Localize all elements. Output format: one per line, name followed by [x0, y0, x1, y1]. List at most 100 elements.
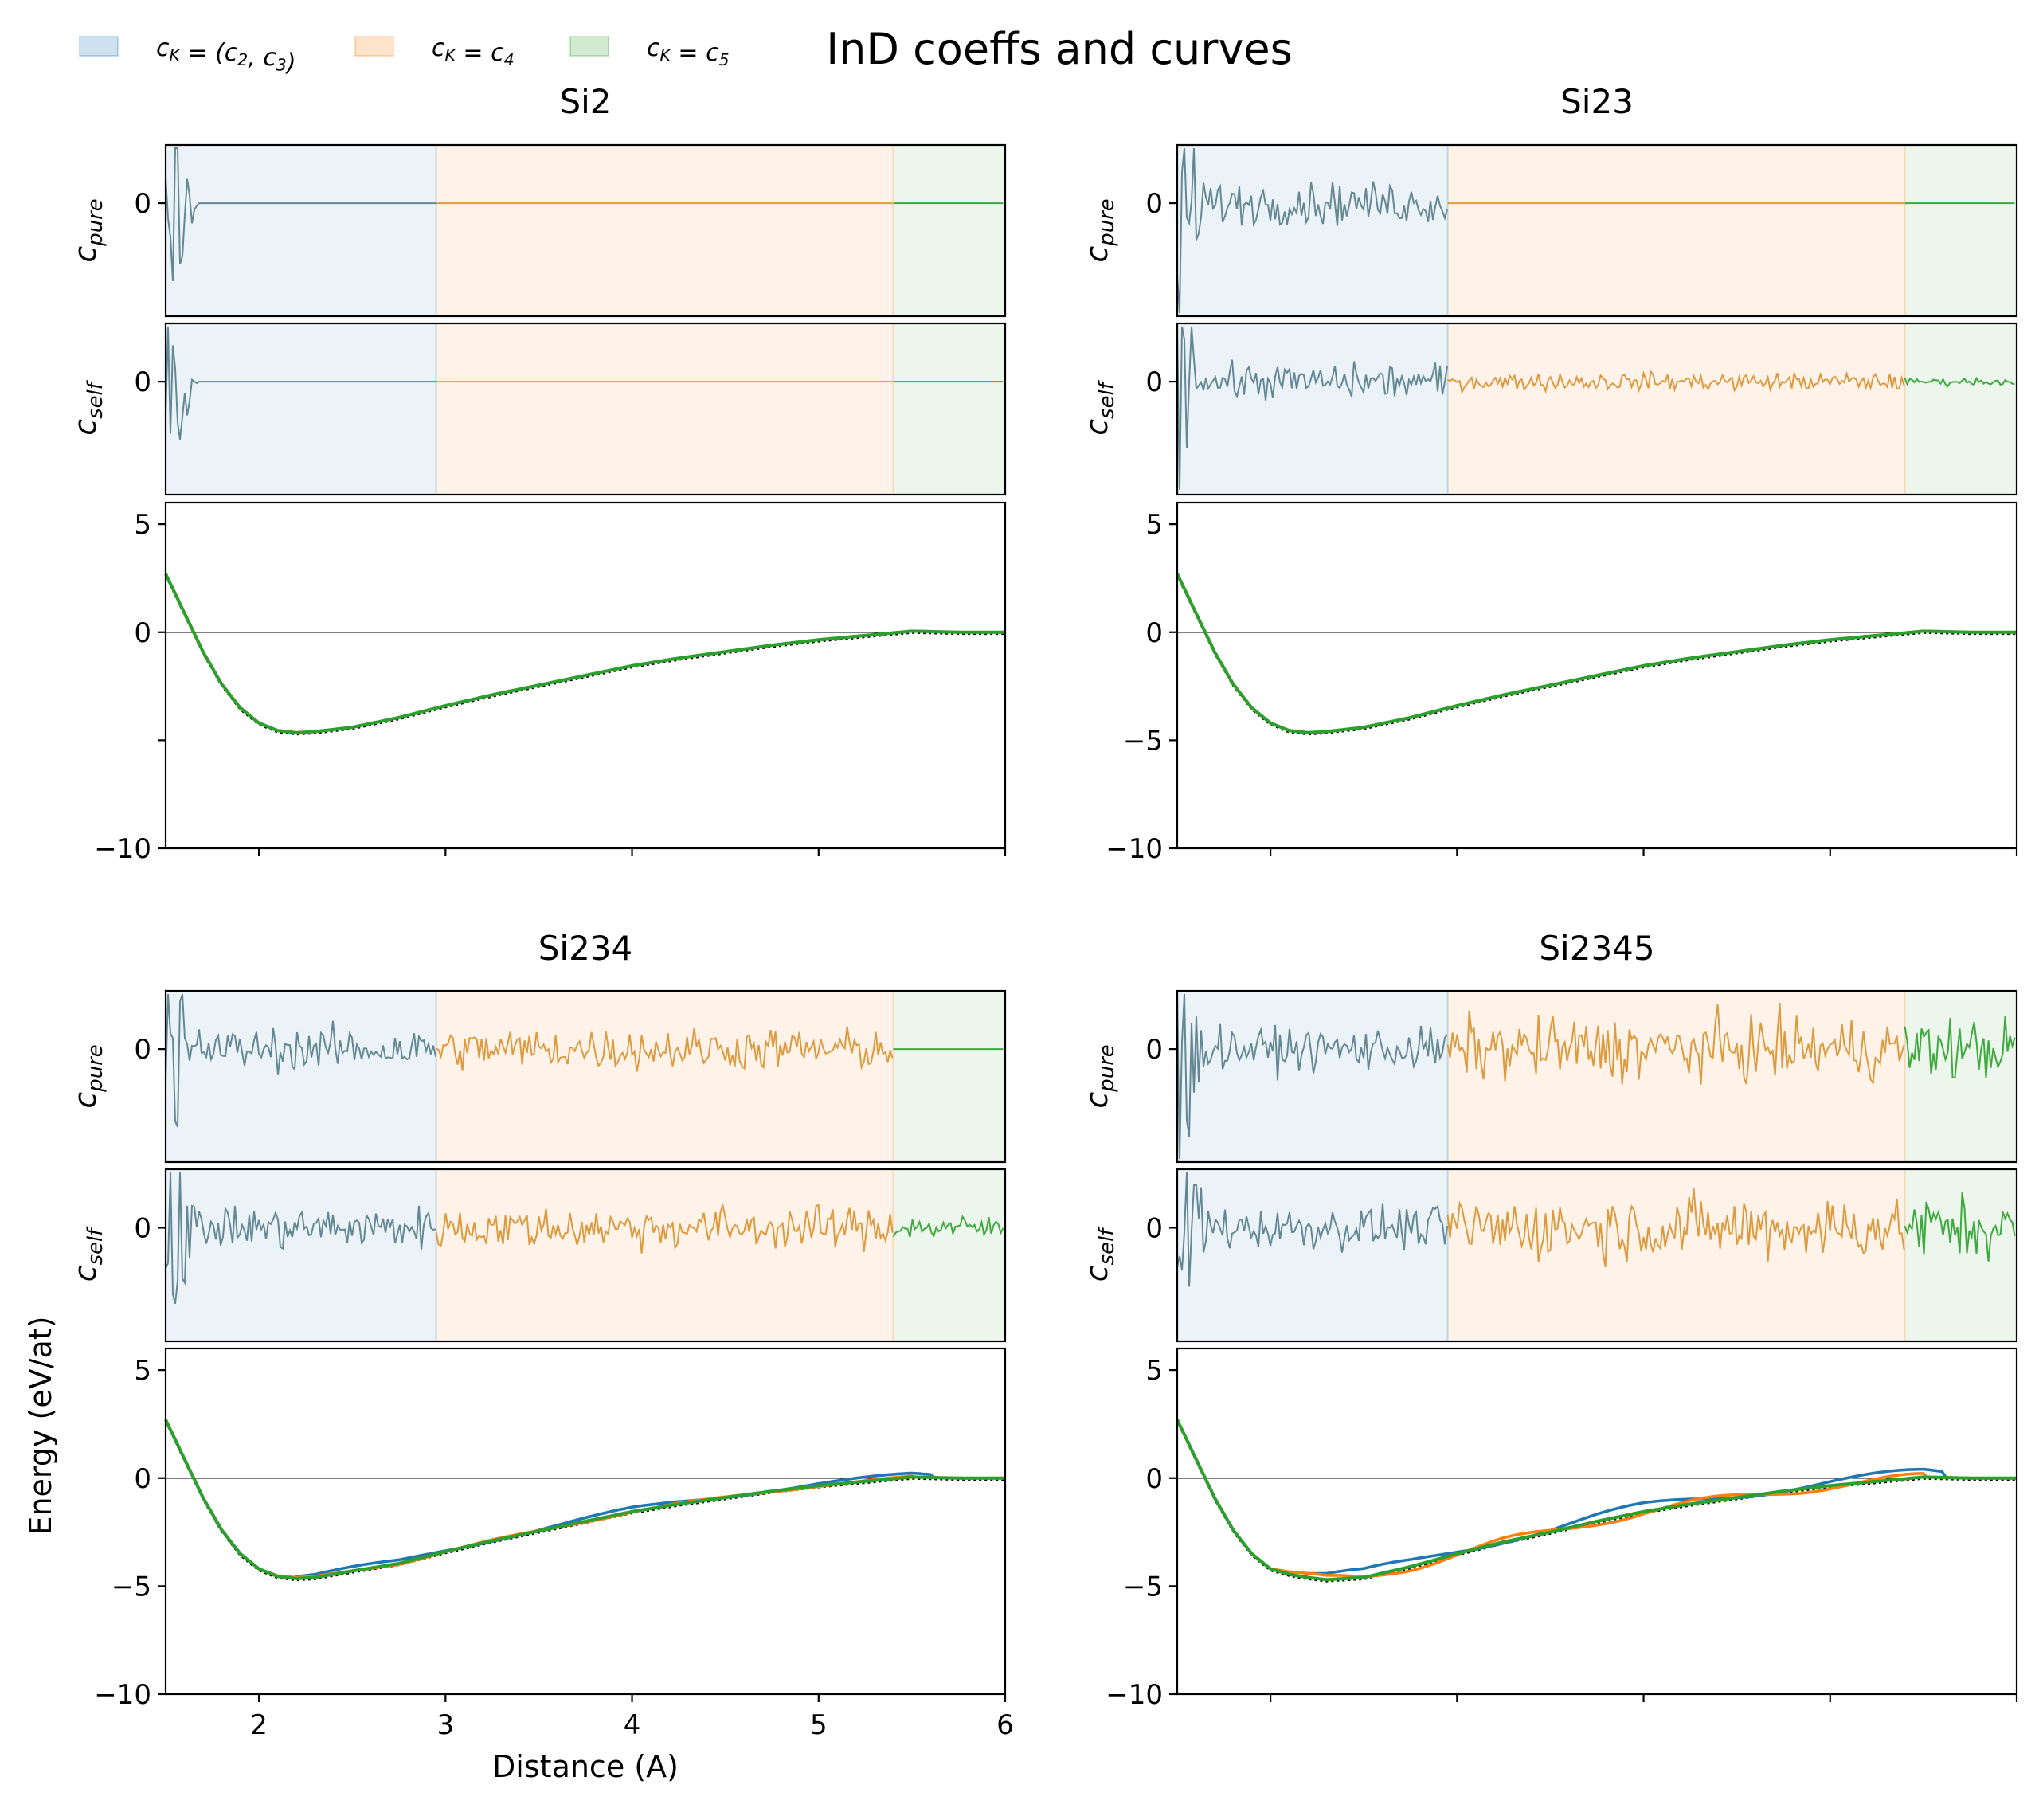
coeff-line [1446, 1188, 1905, 1267]
coeff-line [1447, 369, 1905, 395]
coeff-line [1176, 326, 1448, 490]
region-band [166, 991, 436, 1162]
y-tick-label: 0 [134, 617, 151, 649]
x-tick-label: 5 [810, 1709, 828, 1741]
y-axis-label: cself [68, 1226, 108, 1282]
legend-label: cK = (c2, c3) [156, 34, 296, 76]
region-band [1447, 145, 1905, 316]
y-tick-label: −5 [112, 1571, 151, 1603]
axes-frame [164, 322, 1007, 496]
y-tick-label: 5 [1145, 1355, 1163, 1387]
region-band [1177, 991, 1448, 1162]
y-axis-label: cself [1079, 379, 1119, 435]
reference-curve [164, 575, 1005, 736]
coeff-line [165, 993, 436, 1128]
y-tick-label: −10 [94, 833, 151, 865]
y-axis-label: cpure [68, 1044, 108, 1108]
y-tick-label: −5 [1123, 1571, 1163, 1603]
x-tick-label: 2 [250, 1709, 268, 1741]
coeff-line [165, 147, 436, 281]
subplot-title: Si2345 [1539, 929, 1654, 968]
energy-curve [1176, 1419, 2017, 1579]
energy-curve [1176, 573, 2017, 734]
axes-frame [1176, 501, 2018, 850]
y-tick-label: 5 [134, 1355, 151, 1387]
axes-frame [1176, 322, 2018, 496]
energy-curve [164, 573, 1005, 734]
c-pure-panel: 0 cpure [68, 143, 1007, 318]
coeff-line [1176, 147, 1448, 314]
energy-curve [164, 1419, 1005, 1580]
region-band [166, 1169, 436, 1341]
y-tick-label: 0 [1145, 188, 1163, 220]
y-tick-label: 5 [134, 509, 151, 541]
region-band [1177, 145, 1448, 316]
y-tick-label: 0 [1145, 1463, 1163, 1495]
subplot-si2: Si2 0 cpure 0 cself 5 0 −10 [68, 82, 1007, 865]
region-band [436, 1169, 894, 1341]
region-band [893, 145, 1005, 316]
energy-curve [164, 573, 1005, 734]
energy-panel: 5 0 −10 [94, 501, 1007, 865]
region-band [1904, 323, 2017, 495]
axes-frame [1176, 1168, 2018, 1343]
axes-frame [164, 143, 1007, 318]
energy-curve [1176, 573, 2017, 734]
region-band [1904, 145, 2017, 316]
region-band [1177, 323, 1448, 495]
energy-curve [1176, 1419, 2017, 1579]
subplot-title: Si23 [1560, 82, 1634, 121]
coeff-line [1904, 1016, 2016, 1078]
region-band [166, 323, 436, 495]
legend-label: cK = c4 [432, 34, 515, 69]
energy-curve [164, 1419, 1005, 1579]
coeff-line [1446, 1002, 1905, 1086]
c-pure-panel: 0 cpure [1079, 989, 2018, 1164]
coeff-line [1176, 993, 1448, 1160]
coeff-line [165, 327, 436, 440]
legend-swatch [354, 36, 394, 57]
coeff-line [892, 1215, 1004, 1238]
y-tick-label: 0 [134, 1034, 151, 1066]
region-band [436, 323, 894, 495]
reference-curve [164, 1421, 1005, 1582]
y-axis-label: cself [1079, 1226, 1119, 1282]
c-self-panel: 0 cself [68, 1168, 1007, 1343]
energy-curve [164, 1419, 1005, 1580]
y-axis-label: cpure [68, 198, 108, 262]
region-band [436, 991, 894, 1162]
region-band [1447, 991, 1905, 1162]
c-self-panel: 0 cself [1079, 322, 2018, 496]
axes-frame [164, 1347, 1007, 1696]
region-band [436, 145, 894, 316]
region-band [1447, 1169, 1905, 1341]
energy-panel: 5 0 −5 −10 2 3 4 5 6 Distance (A) Energy (eV/at) [23, 1316, 1014, 1784]
coeff-line [1904, 1192, 2016, 1262]
region-band [893, 991, 1005, 1162]
axes-frame [1176, 143, 2018, 318]
coeff-line [1176, 1172, 1448, 1287]
energy-curve [1176, 573, 2017, 734]
x-tick-label: 6 [996, 1709, 1014, 1741]
region-band [893, 1169, 1005, 1341]
region-band [1904, 1169, 2017, 1341]
y-tick-label: 0 [1145, 617, 1163, 649]
y-tick-label: 0 [134, 188, 151, 220]
subplot-si23: Si23 0 cpure 0 cself 5 0 −5 −10 [1079, 82, 2018, 865]
y-tick-label: −5 [1123, 725, 1163, 757]
y-tick-label: 0 [1145, 1212, 1163, 1244]
y-tick-label: 0 [134, 366, 151, 398]
coeff-line [165, 1172, 436, 1305]
region-band [893, 323, 1005, 495]
x-tick-label: 3 [437, 1709, 455, 1741]
energy-panel: 5 0 −5 −10 [1106, 1347, 2018, 1711]
reference-curve [1176, 575, 2017, 736]
y-tick-label: 0 [134, 1463, 151, 1495]
c-self-panel: 0 cself [68, 322, 1007, 496]
coeff-line [436, 1026, 894, 1072]
c-self-panel: 0 cself [1079, 1168, 2018, 1343]
y-axis-label: cpure [1079, 198, 1119, 262]
y-tick-label: −10 [1106, 1679, 1163, 1711]
legend-swatch [569, 36, 609, 57]
